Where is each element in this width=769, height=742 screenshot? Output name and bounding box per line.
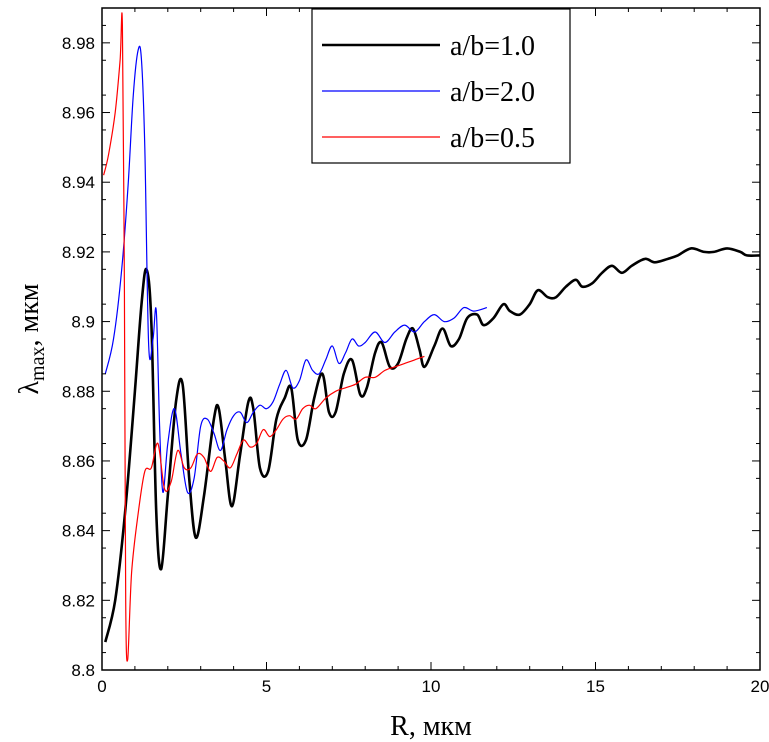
y-tick-label: 8.92 — [62, 243, 95, 262]
plot-lines — [103, 12, 761, 662]
y-tick-label: 8.98 — [62, 34, 95, 53]
series-line-2 — [104, 45, 488, 495]
series-line-1 — [104, 247, 761, 643]
y-axis-label-main: λ — [14, 381, 45, 395]
y-tick-label: 8.96 — [62, 104, 95, 123]
x-axis-label: R, мкм — [390, 711, 472, 742]
y-tick-label: 8.94 — [62, 173, 95, 192]
x-tick-label: 15 — [586, 677, 605, 696]
legend-label: a/b=0.5 — [450, 123, 535, 154]
x-axis: 0 5 10 15 20 — [97, 8, 769, 696]
series-line-3 — [103, 12, 425, 662]
x-tick-label: 5 — [262, 677, 271, 696]
y-axis: 8.8 8.82 8.84 8.86 8.88 8.9 8.92 8.94 8.96 8.98 — [62, 24, 760, 680]
x-tick-label: 10 — [422, 677, 441, 696]
legend: a/b=1.0 a/b=2.0 a/b=0.5 — [311, 8, 571, 164]
y-tick-label: 8.82 — [62, 591, 95, 610]
y-axis-label-subscript: max — [27, 347, 49, 381]
y-tick-label: 8.88 — [62, 382, 95, 401]
x-tick-label: 20 — [751, 677, 769, 696]
y-axis-label: λmax, мкм — [14, 283, 49, 394]
y-tick-label: 8.9 — [71, 313, 95, 332]
y-tick-label: 8.86 — [62, 452, 95, 471]
x-tick-label: 0 — [97, 677, 106, 696]
y-axis-label-suffix: , мкм — [14, 283, 45, 346]
legend-label: a/b=2.0 — [450, 77, 535, 108]
legend-label: a/b=1.0 — [450, 31, 535, 62]
y-tick-label: 8.84 — [62, 522, 95, 541]
y-tick-label: 8.8 — [71, 661, 95, 680]
